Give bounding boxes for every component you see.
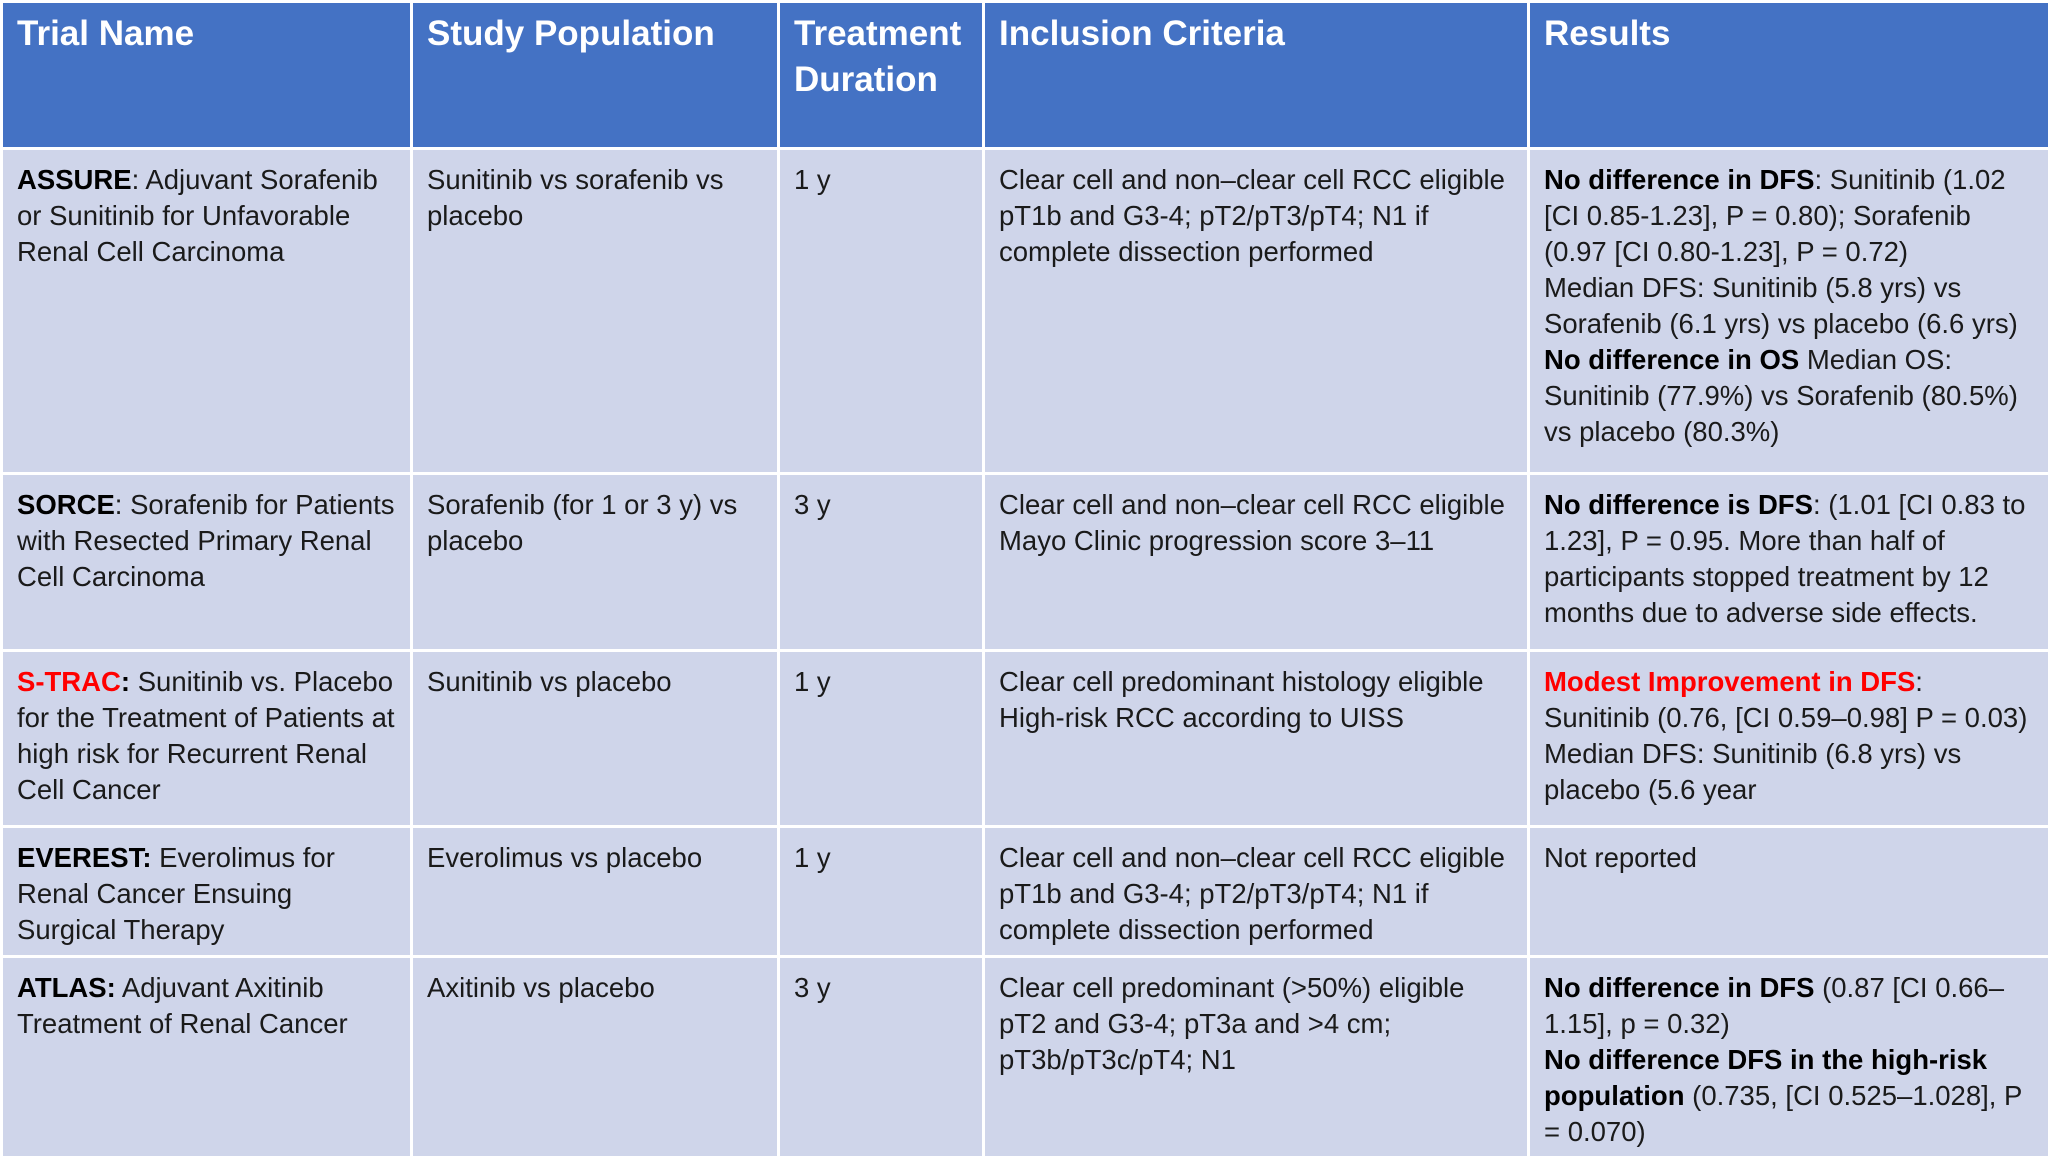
trial-acronym: ASSURE: [17, 164, 132, 195]
results-cell: Not reported: [1529, 827, 2048, 957]
treatment-duration-cell: 3 y: [779, 957, 984, 1158]
inclusion-criteria-cell: Clear cell and non–clear cell RCC eligib…: [984, 827, 1529, 957]
result-bold: No difference in OS: [1544, 344, 1799, 375]
trial-name-cell: EVEREST: Everolimus for Renal Cancer Ens…: [2, 827, 412, 957]
header-results: Results: [1529, 2, 2048, 149]
treatment-duration-cell: 3 y: [779, 474, 984, 651]
result-bold: No difference in DFS: [1544, 972, 1814, 1003]
result-line: No difference DFS in the high-risk popul…: [1544, 1042, 2034, 1150]
table-row: S-TRAC: Sunitinib vs. Placebo for the Tr…: [2, 651, 2048, 827]
header-inclusion-criteria: Inclusion Criteria: [984, 2, 1529, 149]
results-cell: No difference in DFS: Sunitinib (1.02 [C…: [1529, 149, 2048, 474]
trial-name-cell: SORCE: Sorafenib for Patients with Resec…: [2, 474, 412, 651]
header-row: Trial Name Study Population Treatment Du…: [2, 2, 2048, 149]
result-line: No difference in OS Median OS: Sunitinib…: [1544, 342, 2034, 450]
header-treatment-duration: Treatment Duration: [779, 2, 984, 149]
study-population-cell: Axitinib vs placebo: [412, 957, 779, 1158]
table-row: EVEREST: Everolimus for Renal Cancer Ens…: [2, 827, 2048, 957]
inclusion-criteria-cell: Clear cell and non–clear cell RCC eligib…: [984, 149, 1529, 474]
trial-acronym: S-TRAC: [17, 666, 121, 697]
treatment-duration-cell: 1 y: [779, 827, 984, 957]
result-line: No difference is DFS: (1.01 [CI 0.83 to …: [1544, 487, 2034, 631]
inclusion-criteria-cell: Clear cell predominant histology eligibl…: [984, 651, 1529, 827]
trial-name-cell: S-TRAC: Sunitinib vs. Placebo for the Tr…: [2, 651, 412, 827]
result-line: No difference in DFS: Sunitinib (1.02 [C…: [1544, 162, 2034, 270]
table-row: ATLAS: Adjuvant Axitinib Treatment of Re…: [2, 957, 2048, 1158]
result-line: Not reported: [1544, 840, 2034, 876]
results-cell: No difference in DFS (0.87 [CI 0.66–1.15…: [1529, 957, 2048, 1158]
trial-name-cell: ATLAS: Adjuvant Axitinib Treatment of Re…: [2, 957, 412, 1158]
header-trial-name: Trial Name: [2, 2, 412, 149]
result-bold-highlight: Modest Improvement in DFS: [1544, 666, 1915, 697]
result-line: No difference in DFS (0.87 [CI 0.66–1.15…: [1544, 970, 2034, 1042]
result-text: Median DFS: Sunitinib (5.8 yrs) vs Soraf…: [1544, 272, 2018, 339]
treatment-duration-cell: 1 y: [779, 149, 984, 474]
inclusion-criteria-cell: Clear cell and non–clear cell RCC eligib…: [984, 474, 1529, 651]
inclusion-criteria-cell: Clear cell predominant (>50%) eligible p…: [984, 957, 1529, 1158]
result-text: Not reported: [1544, 842, 1697, 873]
trial-acronym: SORCE: [17, 489, 115, 520]
study-population-cell: Sunitinib vs sorafenib vs placebo: [412, 149, 779, 474]
result-bold: No difference is DFS: [1544, 489, 1813, 520]
result-bold: No difference in DFS: [1544, 164, 1814, 195]
trial-acronym: ATLAS:: [17, 972, 116, 1003]
header-study-population: Study Population: [412, 2, 779, 149]
trial-name-cell: ASSURE: Adjuvant Sorafenib or Sunitinib …: [2, 149, 412, 474]
treatment-duration-cell: 1 y: [779, 651, 984, 827]
results-cell: Modest Improvement in DFS: Sunitinib (0.…: [1529, 651, 2048, 827]
result-line: Median DFS: Sunitinib (5.8 yrs) vs Soraf…: [1544, 270, 2034, 342]
result-line: Modest Improvement in DFS: Sunitinib (0.…: [1544, 664, 2034, 808]
study-population-cell: Sorafenib (for 1 or 3 y) vs placebo: [412, 474, 779, 651]
table-row: ASSURE: Adjuvant Sorafenib or Sunitinib …: [2, 149, 2048, 474]
trial-acronym-colon: :: [121, 666, 130, 697]
study-population-cell: Sunitinib vs placebo: [412, 651, 779, 827]
results-cell: No difference is DFS: (1.01 [CI 0.83 to …: [1529, 474, 2048, 651]
study-population-cell: Everolimus vs placebo: [412, 827, 779, 957]
trial-acronym: EVEREST:: [17, 842, 151, 873]
table-row: SORCE: Sorafenib for Patients with Resec…: [2, 474, 2048, 651]
